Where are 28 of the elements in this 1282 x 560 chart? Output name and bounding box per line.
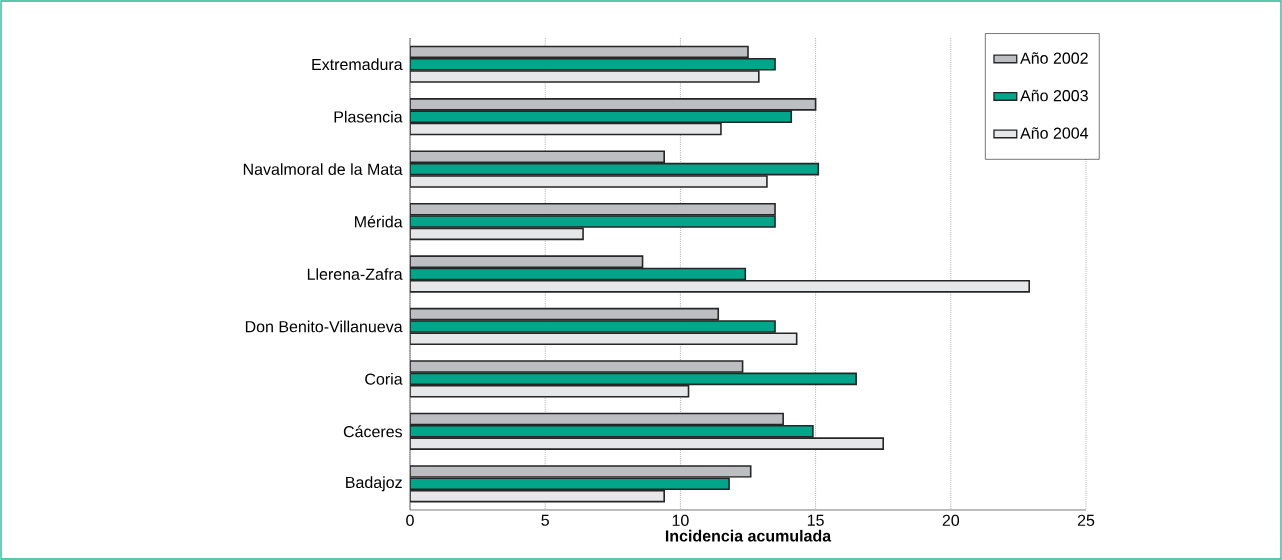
bar bbox=[410, 307, 720, 321]
y-tick-label: Coria bbox=[365, 373, 403, 385]
bar bbox=[410, 45, 749, 59]
y-tick-label: Navalmoral de la Mata bbox=[243, 163, 403, 175]
y-tick-label: Badajoz bbox=[346, 476, 402, 492]
x-tick-label: 20 bbox=[942, 514, 960, 527]
legend-label: Año 2004 bbox=[1020, 127, 1089, 139]
bar bbox=[410, 372, 857, 386]
bar bbox=[410, 162, 820, 176]
x-tick-label: 5 bbox=[541, 514, 549, 526]
x-tick-label: 10 bbox=[672, 514, 689, 527]
x-axis-title: Incidencia acumulada bbox=[665, 529, 832, 542]
x-tick-label: 0 bbox=[406, 514, 414, 527]
legend-label: Año 2002 bbox=[1020, 52, 1088, 64]
legend-label: Año 2003 bbox=[1020, 89, 1088, 102]
bar bbox=[410, 489, 665, 503]
y-tick-label: Don Benito-Villanueva bbox=[245, 320, 403, 333]
y-tick-label: Cáceres bbox=[343, 425, 403, 438]
y-tick-label: Extremadura bbox=[312, 58, 403, 71]
bar bbox=[410, 227, 584, 241]
y-tick-label: Llerena-Zafra bbox=[307, 268, 403, 280]
bar bbox=[410, 267, 747, 281]
y-tick-label: Plasencia bbox=[334, 110, 403, 123]
y-tick-label: Mérida bbox=[355, 215, 403, 228]
bar bbox=[410, 122, 722, 136]
x-tick-label: 25 bbox=[1077, 514, 1095, 527]
x-tick-label: 15 bbox=[807, 514, 824, 526]
bar bbox=[410, 412, 784, 426]
